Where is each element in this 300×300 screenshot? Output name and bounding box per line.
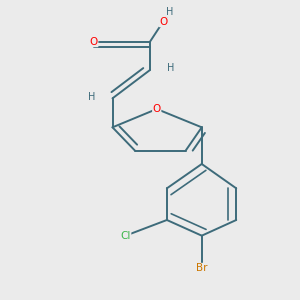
Text: H: H	[166, 7, 174, 17]
Text: Br: Br	[196, 263, 208, 273]
Text: Cl: Cl	[120, 231, 131, 241]
Text: H: H	[88, 92, 96, 102]
Text: O: O	[90, 37, 98, 47]
Text: O: O	[153, 104, 161, 114]
Text: O: O	[159, 17, 167, 27]
Text: H: H	[167, 63, 174, 73]
